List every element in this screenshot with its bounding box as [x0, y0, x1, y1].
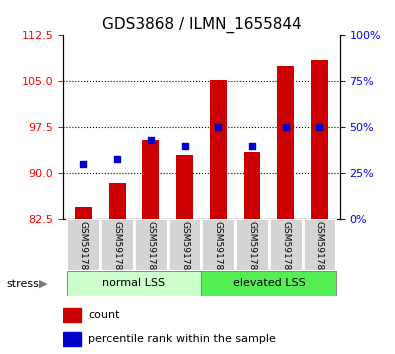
- Text: GSM591786: GSM591786: [248, 221, 256, 276]
- Bar: [134, 219, 168, 271]
- Bar: [63, 332, 81, 346]
- Bar: [311, 60, 328, 219]
- Bar: [269, 219, 303, 271]
- Point: [114, 156, 120, 161]
- Bar: [168, 219, 201, 271]
- Text: count: count: [88, 310, 120, 320]
- Bar: [75, 207, 92, 219]
- Text: GSM591785: GSM591785: [214, 221, 223, 276]
- Bar: [210, 80, 227, 219]
- Point: [215, 125, 222, 130]
- Text: normal LSS: normal LSS: [102, 278, 166, 288]
- Bar: [244, 152, 260, 219]
- Point: [80, 161, 87, 167]
- Point: [282, 125, 289, 130]
- Title: GDS3868 / ILMN_1655844: GDS3868 / ILMN_1655844: [102, 16, 301, 33]
- Point: [181, 143, 188, 149]
- Text: GSM591782: GSM591782: [113, 221, 122, 276]
- Bar: [143, 140, 159, 219]
- Bar: [109, 183, 126, 219]
- Text: GSM591787: GSM591787: [281, 221, 290, 276]
- Bar: [67, 219, 100, 271]
- Text: elevated LSS: elevated LSS: [233, 278, 305, 288]
- Point: [148, 137, 154, 143]
- Text: GSM591784: GSM591784: [180, 221, 189, 276]
- Text: percentile rank within the sample: percentile rank within the sample: [88, 334, 276, 344]
- Bar: [201, 271, 336, 296]
- Bar: [63, 308, 81, 322]
- Text: ▶: ▶: [39, 279, 47, 289]
- Text: GSM591788: GSM591788: [315, 221, 324, 276]
- Point: [316, 125, 323, 130]
- Text: stress: stress: [6, 279, 39, 289]
- Text: GSM591783: GSM591783: [147, 221, 155, 276]
- Bar: [201, 219, 235, 271]
- Bar: [176, 155, 193, 219]
- Bar: [303, 219, 336, 271]
- Bar: [67, 271, 201, 296]
- Bar: [235, 219, 269, 271]
- Bar: [100, 219, 134, 271]
- Point: [249, 143, 255, 149]
- Text: GSM591781: GSM591781: [79, 221, 88, 276]
- Bar: [277, 66, 294, 219]
